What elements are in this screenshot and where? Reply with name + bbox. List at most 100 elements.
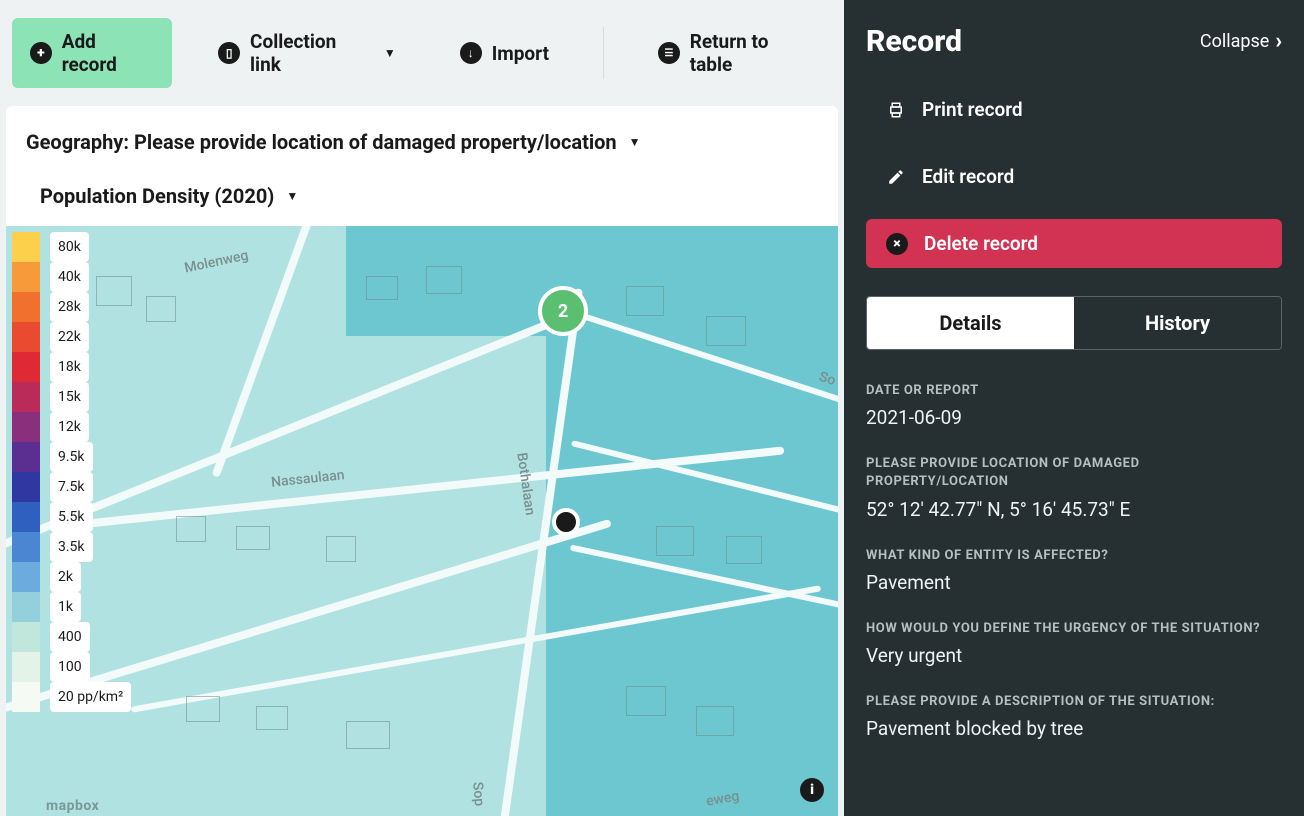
legend-value: 9.5k [50, 442, 93, 472]
close-circle-icon: × [886, 233, 908, 255]
legend-value: 22k [50, 322, 89, 352]
chevron-down-icon: ▼ [629, 135, 641, 149]
legend-swatch [12, 412, 40, 442]
legend-swatch [12, 592, 40, 622]
collapse-label: Collapse [1200, 31, 1269, 52]
detail-label: HOW WOULD YOU DEFINE THE URGENCY OF THE … [866, 620, 1282, 638]
map-building [186, 696, 220, 722]
print-record-button[interactable]: Print record [866, 85, 1282, 134]
layer-filter[interactable]: Population Density (2020) ▼ [26, 178, 818, 214]
map-building [146, 296, 176, 322]
geography-filter[interactable]: Geography: Please provide location of da… [26, 124, 818, 160]
edit-record-label: Edit record [922, 165, 1014, 188]
delete-record-button[interactable]: × Delete record [866, 219, 1282, 268]
map-building [236, 526, 270, 550]
legend-value: 15k [50, 382, 89, 412]
detail-field: DATE OR REPORT 2021-06-09 [866, 382, 1282, 429]
import-label: Import [492, 42, 549, 65]
layer-filter-label: Population Density (2020) [40, 184, 274, 208]
legend-value: 80k [50, 232, 89, 262]
detail-label: PLEASE PROVIDE LOCATION OF DAMAGED PROPE… [866, 455, 1282, 491]
detail-field: HOW WOULD YOU DEFINE THE URGENCY OF THE … [866, 620, 1282, 667]
main-pane: + Add record ▯ Collection link ▼ ↓ Impor… [0, 0, 844, 816]
collection-link-button[interactable]: ▯ Collection link ▼ [200, 18, 413, 88]
table-icon: ☰ [658, 42, 680, 64]
legend-swatch [12, 382, 40, 412]
legend-value: 2k [50, 562, 81, 592]
legend-unit: 20 pp/km² [50, 682, 131, 712]
legend-swatch [12, 322, 40, 352]
map[interactable]: Molenweg Nassaulaan Bothalaan Sop eweg S… [6, 226, 838, 816]
record-tabs: Details History [866, 296, 1282, 350]
detail-field: PLEASE PROVIDE LOCATION OF DAMAGED PROPE… [866, 455, 1282, 520]
record-actions: Print record Edit record × Delete record [866, 85, 1282, 268]
detail-value: 52° 12' 42.77" N, 5° 16' 45.73" E [866, 498, 1282, 521]
legend-swatch [12, 232, 40, 262]
detail-field: PLEASE PROVIDE A DESCRIPTION OF THE SITU… [866, 693, 1282, 740]
map-building [426, 266, 462, 294]
toolbar: + Add record ▯ Collection link ▼ ↓ Impor… [0, 0, 844, 106]
panel-header: Record Collapse › [866, 24, 1282, 59]
legend-value: 1k [50, 592, 81, 622]
legend-swatch [12, 652, 40, 682]
legend-swatch [12, 352, 40, 382]
legend-swatch [12, 442, 40, 472]
map-building [706, 316, 746, 346]
chevron-down-icon: ▼ [384, 46, 396, 60]
filter-bar: Geography: Please provide location of da… [6, 106, 838, 226]
legend-value: 3.5k [50, 532, 93, 562]
legend-value: 12k [50, 412, 89, 442]
map-building [626, 686, 666, 716]
detail-value: Pavement [866, 571, 1282, 594]
legend-swatch [12, 502, 40, 532]
chevron-right-icon: › [1275, 29, 1282, 54]
detail-label: PLEASE PROVIDE A DESCRIPTION OF THE SITU… [866, 693, 1282, 711]
geography-filter-label: Geography: Please provide location of da… [26, 130, 617, 154]
collection-link-label: Collection link [250, 30, 370, 76]
detail-value: Very urgent [866, 644, 1282, 667]
collapse-button[interactable]: Collapse › [1200, 29, 1282, 54]
detail-label: DATE OR REPORT [866, 382, 1282, 400]
legend-swatch [12, 622, 40, 652]
density-legend: 80k40k28k22k18k15k12k9.5k7.5k5.5k3.5k2k1… [12, 232, 131, 712]
record-panel: Record Collapse › Print record Edit reco… [844, 0, 1304, 816]
download-icon: ↓ [460, 42, 482, 64]
link-icon: ▯ [218, 42, 240, 64]
add-record-label: Add record [62, 30, 155, 76]
map-building [366, 276, 398, 300]
mapbox-logo: mapbox [46, 798, 99, 814]
toolbar-divider [603, 27, 604, 79]
detail-field: WHAT KIND OF ENTITY IS AFFECTED? Pavement [866, 547, 1282, 594]
edit-record-button[interactable]: Edit record [866, 152, 1282, 201]
map-building [726, 536, 762, 564]
detail-label: WHAT KIND OF ENTITY IS AFFECTED? [866, 547, 1282, 565]
legend-value: 400 [50, 622, 90, 652]
tab-details[interactable]: Details [867, 297, 1074, 349]
legend-value: 100 [50, 652, 90, 682]
map-building [626, 286, 664, 316]
map-building [346, 721, 390, 749]
legend-swatch [12, 562, 40, 592]
map-building [696, 706, 734, 736]
legend-value: 28k [50, 292, 89, 322]
street-label: Sop [469, 781, 487, 807]
legend-value: 5.5k [50, 502, 93, 532]
map-building [256, 706, 288, 730]
cluster-marker[interactable]: 2 [538, 286, 588, 336]
legend-value: 7.5k [50, 472, 93, 502]
record-marker[interactable] [552, 508, 580, 536]
print-icon [886, 100, 906, 120]
tab-history[interactable]: History [1074, 297, 1281, 349]
pencil-icon [886, 167, 906, 187]
info-icon[interactable]: i [800, 778, 824, 802]
legend-swatch [12, 472, 40, 502]
return-to-table-button[interactable]: ☰ Return to table [640, 18, 832, 88]
add-record-button[interactable]: + Add record [12, 18, 172, 88]
legend-swatch [12, 262, 40, 292]
detail-value: 2021-06-09 [866, 406, 1282, 429]
map-building [176, 516, 206, 542]
import-button[interactable]: ↓ Import [442, 30, 567, 77]
print-record-label: Print record [922, 98, 1023, 121]
plus-icon: + [30, 42, 52, 64]
return-to-table-label: Return to table [690, 30, 814, 76]
